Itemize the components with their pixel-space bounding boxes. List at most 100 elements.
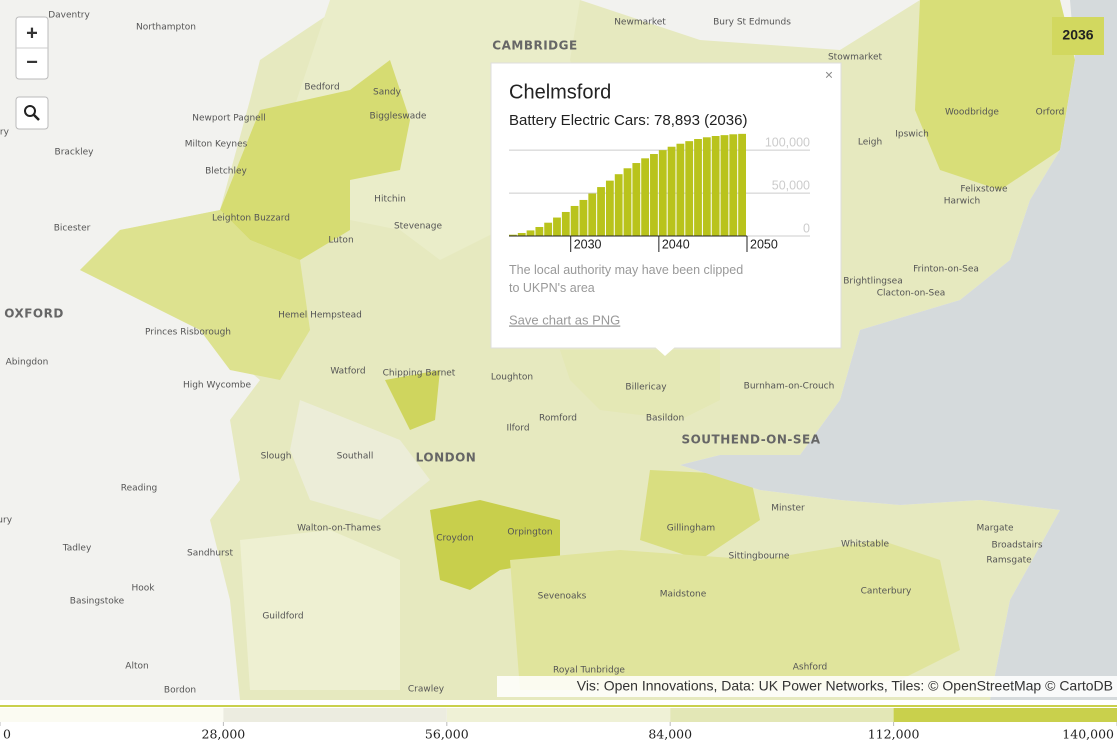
zoom-in[interactable]: + xyxy=(26,22,38,44)
place-label: Maidstone xyxy=(660,590,707,600)
place-label: Croydon xyxy=(436,534,474,544)
legend-tick-label: 140,000 xyxy=(1062,727,1114,742)
place-label: Woodbridge xyxy=(945,108,999,118)
legend: 0 28,000 56,000 84,000 112,000 140,000 xyxy=(0,705,1117,742)
place-label: High Wycombe xyxy=(183,381,252,391)
bar xyxy=(544,222,553,236)
place-label: Stevenage xyxy=(394,222,443,232)
place-label: Ashford xyxy=(793,663,827,673)
place-label: Ilford xyxy=(506,424,529,434)
place-label: Daventry xyxy=(48,11,90,21)
bar xyxy=(597,187,605,236)
popup-subtitle: Battery Electric Cars: 78,893 (2036) xyxy=(509,112,747,129)
place-label: Brightlingsea xyxy=(843,277,902,287)
place-label: CAMBRIDGE xyxy=(492,39,577,53)
popup-note-line: The local authority may have been clippe… xyxy=(509,263,743,277)
place-label: Bicester xyxy=(54,224,91,234)
x-tick-label: 2050 xyxy=(750,237,778,251)
place-label: Billericay xyxy=(625,383,667,393)
bar xyxy=(553,217,561,236)
place-label: Walton-on-Thames xyxy=(297,524,381,534)
place-label: Hitchin xyxy=(374,195,406,205)
save-link[interactable]: Save chart as PNG xyxy=(509,312,620,327)
attribution: Vis: Open Innovations, Data: UK Power Ne… xyxy=(577,678,1113,694)
place-label: Whitstable xyxy=(841,540,890,550)
place-label: Slough xyxy=(261,452,292,462)
bar xyxy=(685,141,694,236)
popup-note: The local authority may have been clippe… xyxy=(509,263,743,295)
x-tick-label: 2030 xyxy=(574,237,602,251)
bar xyxy=(623,168,632,236)
place-label: Margate xyxy=(976,524,1014,534)
bar xyxy=(729,134,738,236)
bar xyxy=(579,199,588,236)
popup-title: Chelmsford xyxy=(509,81,611,103)
place-label: Ramsgate xyxy=(986,556,1032,566)
bar xyxy=(570,205,579,236)
place-label: Milton Keynes xyxy=(185,140,248,150)
legend-tick-label: 0 xyxy=(3,727,11,742)
y-tick-label: 100,000 xyxy=(765,135,810,149)
place-label: Newport Pagnell xyxy=(192,114,265,124)
year-badge: 2036 xyxy=(1062,27,1093,43)
place-label: Banbury xyxy=(0,128,10,138)
place-label: Bury St Edmunds xyxy=(713,18,791,28)
place-label: Frinton-on-Sea xyxy=(913,265,979,275)
legend-swatch xyxy=(670,708,894,722)
place-label: Northampton xyxy=(136,23,196,33)
place-label: Reading xyxy=(121,484,158,494)
place-label: Burnham-on-Crouch xyxy=(744,382,835,392)
bar xyxy=(588,193,597,236)
year-badge-box xyxy=(1052,17,1104,55)
place-label: Alton xyxy=(125,662,148,672)
bar xyxy=(517,232,526,236)
bar xyxy=(526,230,535,236)
place-label: Canterbury xyxy=(861,587,912,597)
place-label: Luton xyxy=(328,236,353,246)
legend-tick-label: 28,000 xyxy=(202,727,246,742)
place-label: Abingdon xyxy=(6,358,49,368)
y-tick-label: 0 xyxy=(803,221,810,235)
bar xyxy=(711,136,720,236)
zoom-control: + − xyxy=(15,16,49,80)
place-label: Sandy xyxy=(373,88,402,98)
place-label: Sevenoaks xyxy=(538,592,587,602)
place-label: Leigh xyxy=(858,138,882,148)
popup-close[interactable]: × xyxy=(825,67,833,83)
x-tick-label: 2040 xyxy=(662,237,690,251)
place-label: Newbury xyxy=(0,516,13,526)
zoom-out[interactable]: − xyxy=(26,51,38,73)
search-button[interactable] xyxy=(15,96,49,130)
place-label: Tadley xyxy=(62,544,92,554)
place-label: Sittingbourne xyxy=(729,552,790,562)
place-label: Orford xyxy=(1036,108,1065,118)
place-label: Bletchley xyxy=(205,167,247,177)
bar xyxy=(694,139,702,236)
place-label: Orpington xyxy=(507,528,552,538)
place-label: Royal Tunbridge xyxy=(553,666,625,676)
bar xyxy=(561,211,570,236)
place-label: Princes Risborough xyxy=(145,328,231,338)
place-label: Leighton Buzzard xyxy=(212,214,290,224)
place-label: SOUTHEND-ON-SEA xyxy=(681,433,820,447)
place-label: Hook xyxy=(132,584,156,594)
sea xyxy=(680,0,1117,700)
place-label: Watford xyxy=(330,367,365,377)
place-label: Southall xyxy=(337,452,374,462)
bar xyxy=(641,158,650,236)
place-label: Hemel Hempstead xyxy=(278,311,362,321)
place-label: Clacton-on-Sea xyxy=(877,289,946,299)
place-label: Broadstairs xyxy=(991,541,1042,551)
place-label: Bedford xyxy=(304,83,339,93)
y-tick-label: 50,000 xyxy=(772,178,810,192)
place-label: Loughton xyxy=(491,373,533,383)
legend-swatch xyxy=(446,708,671,722)
place-label: Biggleswade xyxy=(370,112,427,122)
attribution-bg xyxy=(497,676,1117,697)
bar xyxy=(605,180,614,236)
legend-tick-label: 56,000 xyxy=(425,727,469,742)
bar xyxy=(614,174,623,236)
place-label: OXFORD xyxy=(4,307,64,321)
